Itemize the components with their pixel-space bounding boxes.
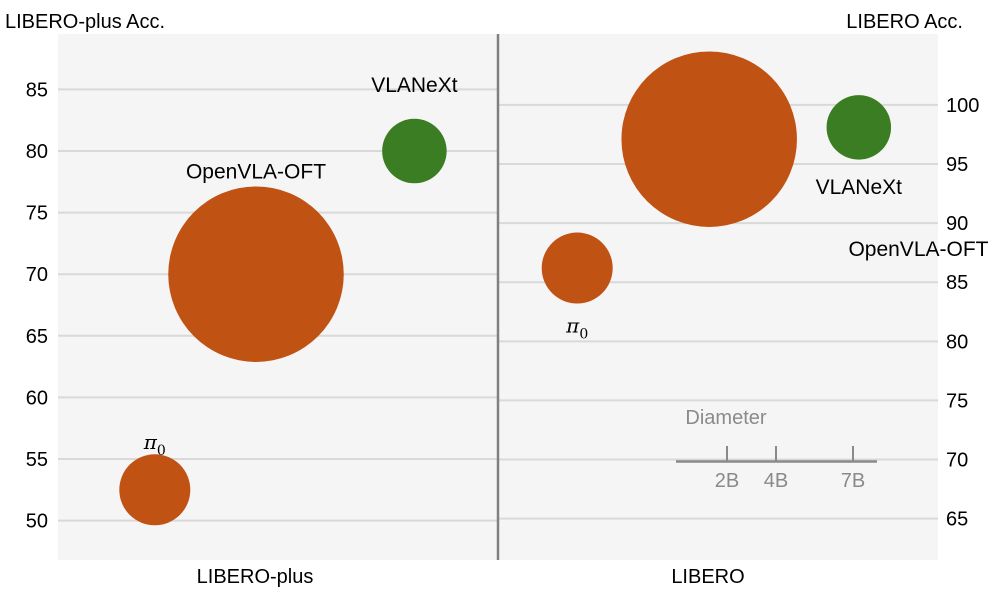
right-y-tick-labels: 65 70 75 80 85 90 95 100 — [946, 95, 979, 531]
legend-label-7b: 7B — [841, 470, 865, 492]
left-x-axis-label: LIBERO-plus — [197, 566, 314, 588]
y-tick-label: 95 — [946, 154, 968, 176]
bubble — [541, 232, 613, 304]
bubble-label: VLANeXt — [371, 74, 458, 97]
y-tick-label: 70 — [26, 264, 48, 286]
bubble-label: π0 — [565, 314, 588, 343]
bubble — [119, 454, 191, 526]
y-tick-label: 75 — [26, 203, 48, 225]
legend-title: Diameter — [685, 407, 766, 429]
bubble-label-layer: π0 OpenVLA-OFT VLANeXt π0 OpenVLA-OFT VLANeXt — [143, 74, 989, 459]
legend-label-4b: 4B — [764, 470, 788, 492]
y-tick-label: 75 — [946, 390, 968, 412]
size-legend: Diameter 2B 4B 7B — [676, 407, 877, 492]
left-y-tick-labels: 50 55 60 65 70 75 80 85 — [26, 79, 48, 532]
y-tick-label: 65 — [26, 326, 48, 348]
y-tick-label: 50 — [26, 511, 48, 533]
bubble — [826, 95, 892, 160]
y-tick-label: 85 — [26, 79, 48, 101]
bubble-layer — [119, 51, 892, 526]
y-tick-label: 65 — [946, 509, 968, 531]
y-tick-label: 85 — [946, 272, 968, 294]
y-tick-label: 80 — [26, 141, 48, 163]
y-tick-label: 80 — [946, 331, 968, 353]
bubble-label: OpenVLA-OFT — [186, 161, 326, 184]
right-x-axis-label: LIBERO — [671, 566, 744, 588]
y-tick-label: 100 — [946, 95, 979, 117]
y-tick-label: 55 — [26, 449, 48, 471]
bubble — [621, 51, 797, 227]
bubble-label: VLANeXt — [816, 176, 903, 199]
left-y-axis-title: LIBERO-plus Acc. — [5, 11, 165, 33]
y-tick-label: 70 — [946, 450, 968, 472]
bubble — [382, 118, 447, 184]
y-tick-label: 60 — [26, 387, 48, 409]
bubble — [168, 186, 344, 362]
bubble-label: π0 — [143, 430, 166, 459]
right-y-axis-title: LIBERO Acc. — [846, 11, 963, 33]
legend-label-2b: 2B — [715, 470, 739, 492]
y-tick-label: 90 — [946, 213, 968, 235]
bubble-label: OpenVLA-OFT — [848, 238, 988, 261]
